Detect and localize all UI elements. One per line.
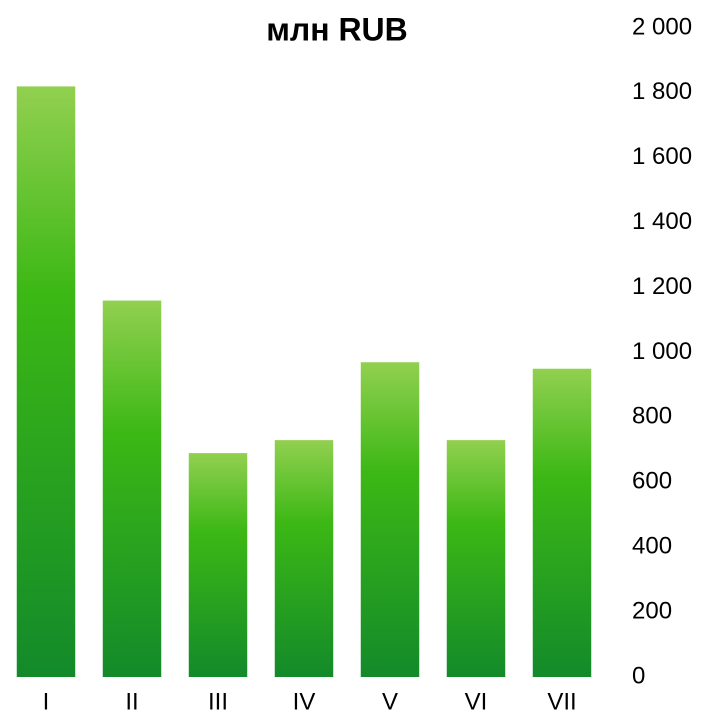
bar	[274, 440, 334, 677]
x-tick-label: III	[208, 688, 228, 715]
bar	[16, 86, 76, 677]
chart-title: млн RUB	[266, 11, 408, 47]
bar	[446, 440, 506, 677]
x-tick-label: IV	[293, 688, 316, 715]
bar	[102, 300, 162, 677]
bar	[188, 453, 248, 677]
y-tick-label: 200	[632, 597, 672, 624]
x-tick-label: II	[125, 688, 138, 715]
x-tick-label: I	[43, 688, 50, 715]
x-tick-label: VI	[465, 688, 488, 715]
y-tick-label: 2 000	[632, 13, 692, 40]
y-tick-label: 400	[632, 533, 672, 560]
y-tick-label: 1 000	[632, 338, 692, 365]
bar	[532, 368, 592, 677]
x-tick-label: V	[382, 688, 398, 715]
y-tick-label: 800	[632, 403, 672, 430]
y-tick-label: 600	[632, 468, 672, 495]
y-tick-label: 1 200	[632, 273, 692, 300]
bar	[360, 362, 420, 677]
y-tick-label: 1 400	[632, 208, 692, 235]
y-tick-label: 1 600	[632, 143, 692, 170]
y-tick-label: 0	[632, 662, 645, 689]
x-tick-label: VII	[547, 688, 576, 715]
y-tick-label: 1 800	[632, 78, 692, 105]
